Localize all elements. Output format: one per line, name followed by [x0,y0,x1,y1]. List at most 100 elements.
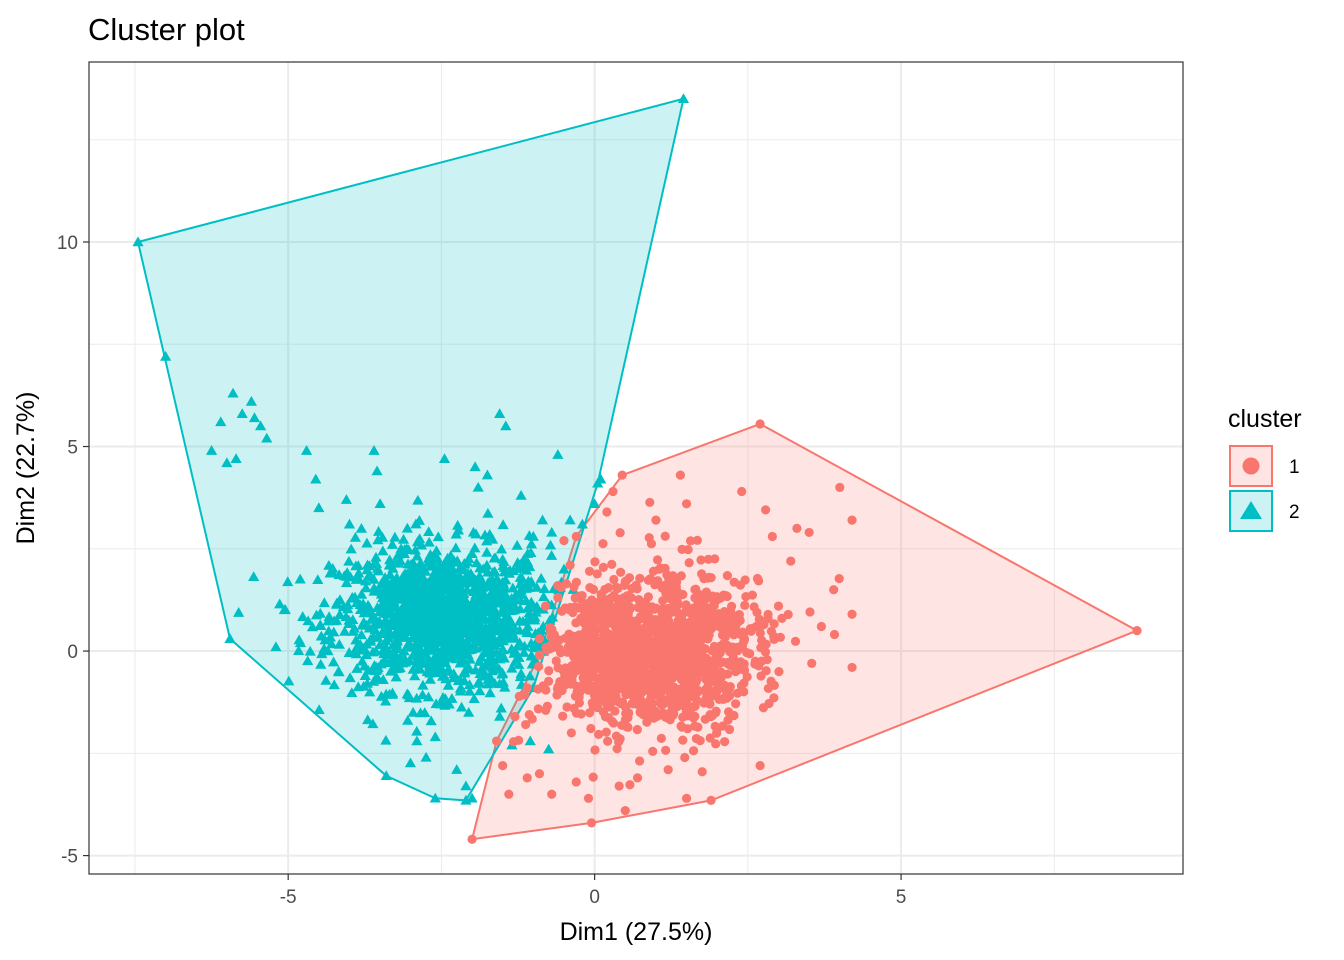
cluster-2-point [356,588,368,599]
cluster-1-point [603,736,613,746]
cluster-1-point [640,597,651,607]
cluster-2-point [403,582,415,593]
cluster-2-point [486,639,499,650]
cluster-2-point [481,535,493,546]
cluster-2-point [354,644,366,655]
cluster-1-point [661,745,671,755]
cluster-1-point [807,658,817,668]
cluster-2-point [514,578,526,589]
cluster-2-point [312,574,324,585]
legend-label-1: 1 [1289,457,1300,478]
cluster-2-point [466,792,478,803]
cluster-2-hull-vertex [224,633,236,643]
cluster-2-point [371,465,383,476]
cluster-2-point [361,537,373,548]
cluster-1-point [588,684,598,695]
cluster-1-point [647,652,658,663]
y-tick-label: -5 [61,847,78,868]
cluster-2-point [411,563,423,574]
cluster-2-point [360,575,372,586]
cluster-2-point [407,649,419,660]
cluster-1-hull-vertex [706,795,716,805]
cluster-1-point [522,773,532,783]
cluster-2-point [443,698,455,709]
cluster-1-point [658,596,668,606]
cluster-1-point [607,559,617,569]
cluster-2-point [476,584,488,595]
cluster-1-point [635,756,645,766]
cluster-2-point [364,686,376,697]
cluster-1-point [651,515,661,525]
cluster-1-point [635,573,645,583]
cluster-1-point [580,678,590,688]
cluster-2-hull-vertex [429,792,441,803]
cluster-1-point [534,769,545,779]
cluster-2-point [469,597,481,608]
cluster-2-point [282,576,294,587]
cluster-2-point [469,461,481,472]
cluster-2-point [393,557,405,568]
cluster-1-point [590,557,600,567]
cluster-1-point [627,583,637,594]
cluster-2-point [485,577,497,588]
legend-title: cluster [1228,405,1302,433]
cluster-1-point [594,678,604,689]
cluster-2-point [515,584,527,595]
cluster-1-hull-vertex [467,834,477,844]
cluster-2-point [302,615,314,626]
cluster-1-point [664,666,674,677]
cluster-1-point [608,486,618,497]
cluster-2-point [346,687,358,698]
cluster-2-point [481,631,493,642]
cluster-2-point [509,593,522,603]
cluster-1-hull-vertex [755,419,765,429]
cluster-1-point [601,727,611,737]
cluster-2-point [320,674,332,685]
cluster-2-point [461,584,473,595]
cluster-1-point [692,535,702,545]
cluster-2-point [473,571,486,582]
cluster-1-point [804,527,814,538]
cluster-1-point [609,620,619,630]
cluster-2-point [334,594,346,605]
cluster-2-point [454,682,467,693]
cluster-2-point [383,646,396,657]
cluster-1-point [790,636,801,646]
cluster-1-point [705,733,715,743]
cluster-2-point [496,643,509,654]
cluster-2-point [506,662,518,673]
y-tick-label: 5 [67,438,78,459]
cluster-2-point [526,577,538,588]
cluster-2-point [463,612,475,623]
cluster-1-point [692,628,703,638]
cluster-2-point [474,685,486,696]
cluster-2-point [315,658,327,669]
cluster-2-point [498,600,510,611]
cluster-2-point [390,671,402,682]
cluster-1-point [651,635,661,645]
cluster-1-point [571,777,581,787]
cluster-1-point [717,630,728,640]
cluster-2-point [377,656,390,667]
cluster-2-hull-vertex [380,770,392,781]
cluster-2-point [487,657,500,668]
legend-triangle-marker [1240,501,1262,519]
cluster-2-point [544,539,557,550]
cluster-1-point [695,604,705,614]
cluster-1-point [712,724,722,734]
cluster-1-point [697,569,707,579]
cluster-2-point [310,473,322,484]
cluster-1-point [724,691,735,701]
cluster-2-point [362,664,374,675]
cluster-2-point [363,622,375,633]
cluster-1-point [760,647,771,657]
cluster-2-point [420,751,432,762]
cluster-1-point [684,558,694,568]
cluster-1-point [650,642,660,653]
cluster-1-point [554,644,564,654]
cluster-2-point [490,591,503,601]
cluster-1-point [729,630,739,640]
cluster-2-point [470,642,482,653]
cluster-1-point [699,698,709,708]
cluster-1-point [614,781,624,791]
